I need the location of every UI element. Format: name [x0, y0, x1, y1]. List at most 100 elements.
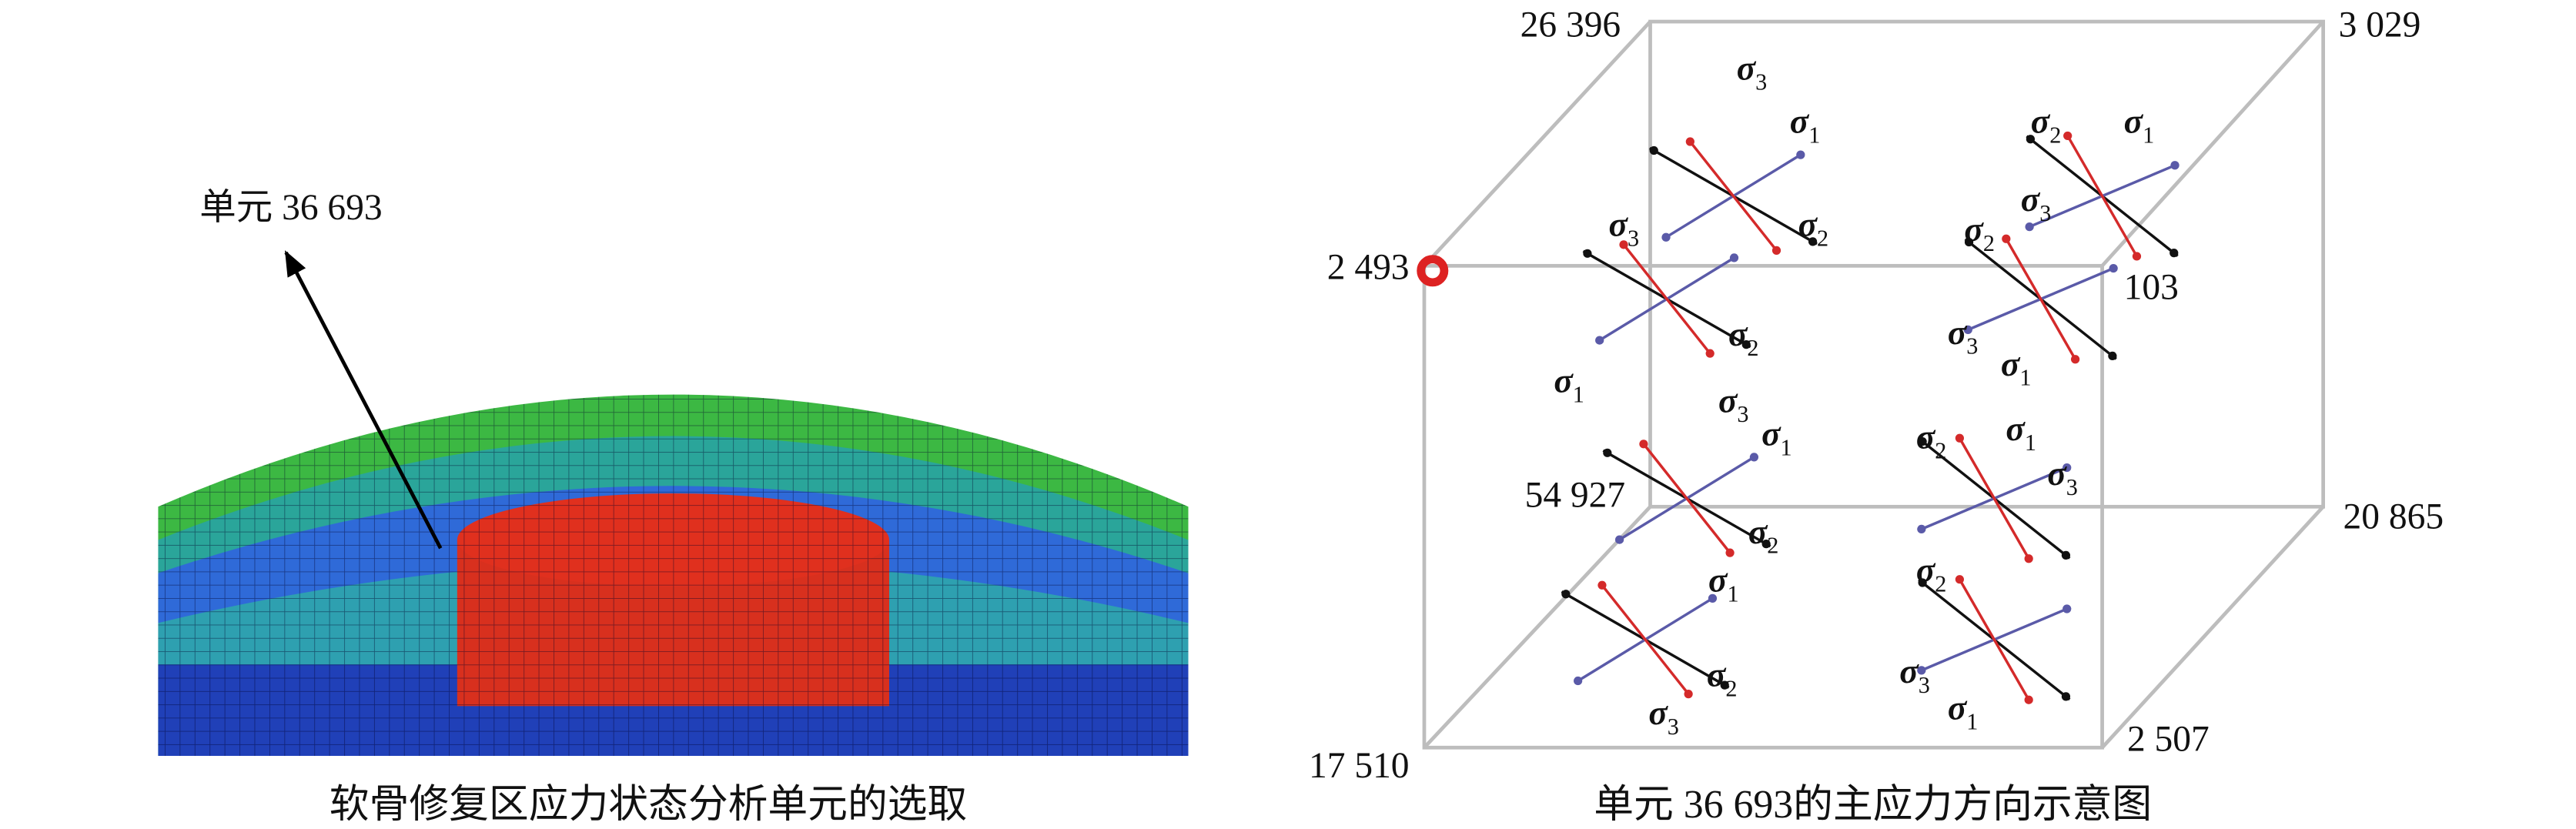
stress-tip	[1583, 249, 1592, 258]
stress-tip	[1918, 436, 1927, 446]
sigma-label: σ3	[1648, 694, 1679, 740]
sigma-symbol: σ	[1718, 381, 1738, 420]
stress-tip	[1917, 524, 1926, 534]
stress-tip	[1595, 336, 1604, 345]
sigma-symbol: σ	[2021, 180, 2041, 219]
stress-tip	[2132, 252, 2142, 261]
sigma-index: 3	[1919, 672, 1930, 698]
stress-tip	[1725, 548, 1735, 557]
stress-tip	[2024, 695, 2033, 704]
stress-tip	[1917, 666, 1926, 675]
stress-tip	[1708, 593, 1718, 603]
sigma-symbol: σ	[1899, 652, 1919, 690]
stress-axis	[1956, 434, 2032, 563]
sigma-label: σ2	[1728, 315, 1759, 361]
stress-axis	[1640, 440, 1734, 557]
sigma-label: σ3	[1899, 652, 1930, 698]
left-caption: 软骨修复区应力状态分析单元的选取	[330, 783, 968, 827]
stress-tip	[2170, 161, 2180, 170]
stress-tip	[2002, 234, 2011, 243]
stress-tip	[2108, 351, 2117, 361]
stress-tip	[1649, 145, 1658, 155]
stress-tip	[2024, 554, 2033, 563]
stress-tip	[1574, 676, 1583, 686]
sigma-symbol: σ	[2006, 409, 2026, 448]
sigma-index: 2	[1983, 230, 1995, 256]
sigma-index: 3	[1966, 333, 1978, 359]
stress-tip	[2061, 692, 2071, 701]
stress-axis	[1598, 581, 1692, 698]
sigma-label: σ3	[1737, 49, 1768, 95]
stress-tip	[2062, 463, 2072, 473]
corner-label: 2 493	[1327, 248, 1410, 288]
sigma-index: 2	[1817, 225, 1828, 251]
sigma-label: σ1	[2124, 102, 2155, 149]
stress-tip	[2170, 248, 2179, 258]
stress-tip	[2070, 355, 2080, 364]
element-label: 单元 36 693	[199, 188, 382, 228]
sigma-symbol: σ	[1948, 689, 1968, 727]
sigma-symbol: σ	[1707, 655, 1727, 694]
stress-tip	[2109, 263, 2118, 273]
stress-tip	[2062, 604, 2072, 613]
sigma-index: 3	[2039, 200, 2051, 226]
pointer-arrow	[284, 250, 443, 550]
fe-model	[158, 394, 1189, 757]
sigma-index: 1	[1966, 709, 1978, 735]
stress-tip	[1705, 349, 1715, 358]
sigma-symbol: σ	[1708, 560, 1728, 599]
stress-tip	[1729, 253, 1739, 262]
sigma-label: σ3	[1609, 205, 1640, 251]
sigma-label: σ1	[2001, 345, 2032, 391]
sigma-index: 2	[1935, 570, 1946, 597]
stress-tip	[1614, 535, 1624, 544]
stress-tip	[1561, 590, 1571, 599]
right-caption: 单元 36 693的主应力方向示意图	[1594, 783, 2152, 827]
stress-tip	[1771, 246, 1781, 255]
stress-tip	[1963, 325, 1972, 335]
corner-label: 54 927	[1525, 475, 1626, 515]
stress-tip	[2061, 550, 2071, 560]
corner-label: 26 396	[1521, 5, 1621, 45]
stress-glyphs	[1561, 131, 2180, 704]
sigma-label: σ2	[1798, 205, 1829, 251]
sigma-symbol: σ	[1964, 210, 1984, 249]
sigma-label: σ1	[1761, 414, 1792, 460]
stress-tip	[1796, 150, 1805, 159]
sigma-index: 1	[2025, 430, 2036, 456]
sigma-label: σ2	[1916, 418, 1947, 464]
sigma-symbol: σ	[1737, 49, 1757, 88]
stress-tip	[1761, 540, 1771, 549]
sigma-label: σ1	[1708, 560, 1739, 607]
stress-tip	[1741, 340, 1751, 349]
sigma-symbol: σ	[1798, 205, 1818, 243]
sigma-label: σ3	[2047, 454, 2078, 500]
sigma-label: σ2	[1916, 550, 1947, 597]
stress-axis	[1956, 575, 2032, 704]
stress-tip	[2026, 135, 2036, 144]
sigma-symbol: σ	[1728, 315, 1748, 353]
sigma-symbol: σ	[2047, 454, 2067, 493]
stress-tip	[1685, 137, 1694, 146]
sigma-label: σ1	[1948, 689, 1979, 735]
sigma-symbol: σ	[1748, 513, 1768, 551]
corner-label: 3 029	[2339, 5, 2421, 45]
sigma-label: σ1	[2006, 409, 2036, 456]
sigma-index: 1	[2143, 122, 2154, 149]
sigma-index: 1	[2019, 365, 2031, 391]
sigma-index: 2	[1725, 675, 1737, 701]
sigma-index: 2	[1767, 533, 1778, 559]
sigma-label: σ2	[1964, 210, 1995, 256]
corner-label: 20 865	[2343, 496, 2444, 537]
stress-tip	[1955, 433, 1965, 443]
stress-axis	[1620, 241, 1714, 357]
stress-axis	[1687, 138, 1780, 255]
sigma-symbol: σ	[2001, 345, 2021, 383]
sigma-index: 3	[2066, 474, 2078, 500]
sigma-index: 3	[1668, 714, 1679, 740]
sigma-index: 1	[1808, 122, 1820, 149]
sigma-label: σ2	[1748, 513, 1779, 559]
sigma-index: 3	[1628, 225, 1639, 251]
sigma-index: 2	[1935, 438, 1946, 464]
stress-tip	[1661, 232, 1671, 242]
